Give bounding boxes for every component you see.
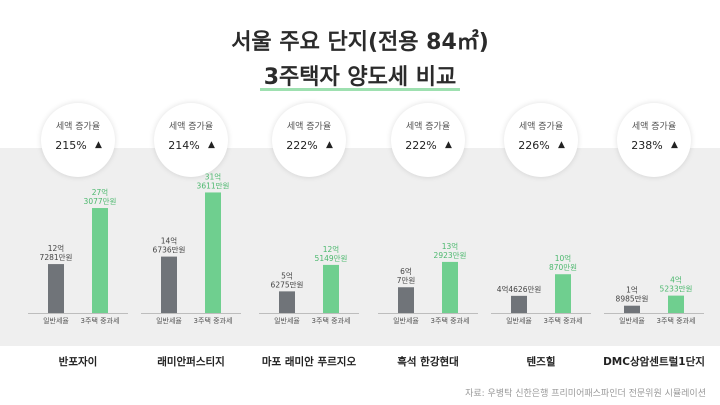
bar-heavy xyxy=(323,264,339,313)
bar-value-label: 12억 xyxy=(48,244,64,253)
bar-value-label: 1억 xyxy=(626,286,638,295)
increase-rate-label: 세액 증가율 xyxy=(518,122,564,132)
increase-rate-circle: 세액 증가율 238% ▲ xyxy=(617,103,691,177)
bar-value-label: 12억 xyxy=(323,245,339,254)
bar-heavy xyxy=(205,192,221,313)
increase-rate-circle: 세액 증가율 215% ▲ xyxy=(41,103,115,177)
increase-rate-label: 세액 증가율 xyxy=(631,122,677,132)
bar-value-label: 6억 xyxy=(400,267,412,276)
up-triangle-icon: ▲ xyxy=(558,140,565,150)
bar-heavy xyxy=(668,295,684,313)
source-note: 자료: 우병탁 신한은행 프리미어패스파인더 전문위원 시뮬레이션 xyxy=(465,389,706,399)
bar-value-label: 8985만원 xyxy=(616,295,649,304)
category-label: 텐즈힐 xyxy=(527,355,556,368)
bar-value-label: 5억 xyxy=(281,271,293,280)
bar-value-label: 13억 xyxy=(442,242,458,251)
up-triangle-icon: ▲ xyxy=(208,140,215,150)
bar-general xyxy=(511,295,527,313)
increase-rate-label: 세액 증가율 xyxy=(286,122,332,132)
bar-general xyxy=(624,305,640,313)
bar-value-label: 6275만원 xyxy=(271,280,304,289)
increase-rate-circle: 세액 증가율 214% ▲ xyxy=(154,103,228,177)
bar-general xyxy=(398,287,414,313)
increase-rate-value: 238% xyxy=(631,139,663,152)
bar-value-label: 3077만원 xyxy=(84,197,117,206)
bar-value-label: 27억 xyxy=(92,188,108,197)
bar-value-label: 3611만원 xyxy=(197,181,230,190)
increase-rate-value: 215% xyxy=(55,139,87,152)
up-triangle-icon: ▲ xyxy=(326,140,333,150)
increase-rate-circle: 세액 증가율 226% ▲ xyxy=(504,103,578,177)
increase-rate-value: 214% xyxy=(168,139,200,152)
bar-value-label: 7281만원 xyxy=(40,253,73,262)
category-label: 마포 래미안 푸르지오 xyxy=(262,355,357,368)
x-tick-label: 일반세율 xyxy=(274,316,300,325)
category-label: DMC상암센트럴1단지 xyxy=(603,355,705,368)
x-tick-label: 3주택 중과세 xyxy=(544,316,583,325)
title-line-1: 서울 주요 단지(전용 84㎡) xyxy=(231,30,489,55)
bar-value-label: 4억 xyxy=(670,276,682,285)
x-tick-label: 3주택 중과세 xyxy=(81,316,120,325)
category-label: 흑석 한강현대 xyxy=(397,355,459,368)
title-line-2: 3주택자 양도세 비교 xyxy=(263,65,457,90)
increase-rate-label: 세액 증가율 xyxy=(168,122,214,132)
x-tick-label: 3주택 중과세 xyxy=(657,316,696,325)
bar-value-label: 10억 xyxy=(555,254,571,263)
increase-rate-value: 222% xyxy=(286,139,318,152)
bar-heavy xyxy=(92,208,108,313)
bar-general xyxy=(161,256,177,313)
increase-rate-value: 226% xyxy=(518,139,550,152)
up-triangle-icon: ▲ xyxy=(95,140,102,150)
category-label: 반포자이 xyxy=(59,355,98,368)
bar-heavy xyxy=(555,274,571,313)
x-tick-label: 일반세율 xyxy=(43,316,69,325)
bar-value-label: 5233만원 xyxy=(660,285,693,294)
bar-general xyxy=(48,264,64,313)
bar-value-label: 7만원 xyxy=(397,276,416,285)
category-label: 래미안퍼스티지 xyxy=(157,355,225,368)
increase-rate-value: 222% xyxy=(405,139,437,152)
increase-rate-label: 세액 증가율 xyxy=(405,122,451,132)
title-underline xyxy=(260,88,460,91)
bar-general xyxy=(279,291,295,313)
bar-value-label: 5149만원 xyxy=(315,254,348,263)
increase-rate-circle: 세액 증가율 222% ▲ xyxy=(272,103,346,177)
up-triangle-icon: ▲ xyxy=(671,140,678,150)
increase-rate-circle: 세액 증가율 222% ▲ xyxy=(391,103,465,177)
x-tick-label: 일반세율 xyxy=(156,316,182,325)
x-tick-label: 일반세율 xyxy=(506,316,532,325)
x-tick-label: 일반세율 xyxy=(393,316,419,325)
x-tick-label: 3주택 중과세 xyxy=(312,316,351,325)
x-tick-label: 3주택 중과세 xyxy=(194,316,233,325)
bar-value-label: 14억 xyxy=(161,237,177,246)
bar-value-label: 2923만원 xyxy=(434,251,467,260)
bar-value-label: 870만원 xyxy=(549,263,577,272)
x-tick-label: 일반세율 xyxy=(619,316,645,325)
bar-heavy xyxy=(442,261,458,313)
x-tick-label: 3주택 중과세 xyxy=(431,316,470,325)
bar-value-label: 4억4626만원 xyxy=(497,285,542,294)
bar-value-label: 6736만원 xyxy=(153,246,186,255)
up-triangle-icon: ▲ xyxy=(445,140,452,150)
bar-value-label: 31억 xyxy=(205,172,221,181)
increase-rate-label: 세액 증가율 xyxy=(55,122,101,132)
